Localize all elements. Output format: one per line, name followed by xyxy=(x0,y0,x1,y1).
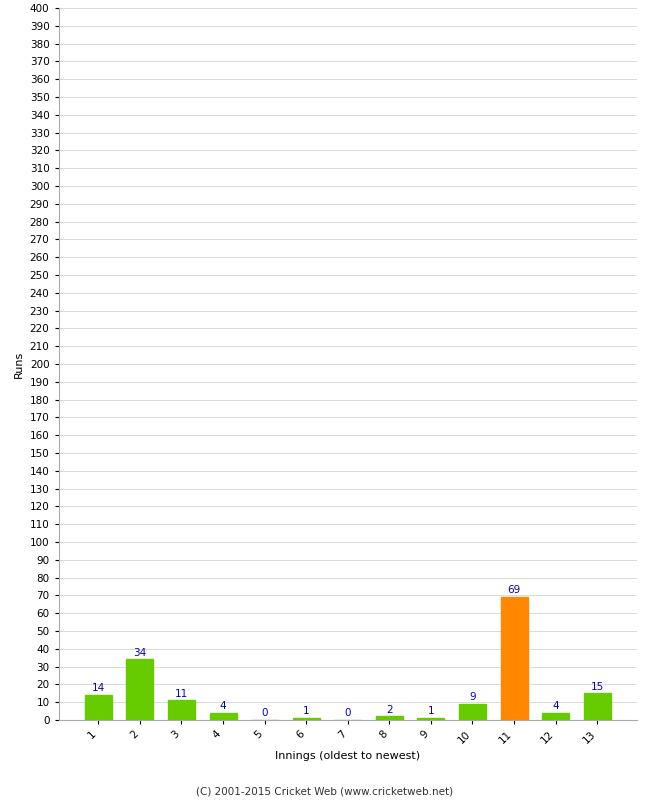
Bar xyxy=(292,718,320,720)
Bar xyxy=(209,713,237,720)
Text: 0: 0 xyxy=(344,708,351,718)
Text: 1: 1 xyxy=(428,706,434,717)
Bar xyxy=(584,694,611,720)
Text: 4: 4 xyxy=(552,701,559,711)
Text: 2: 2 xyxy=(386,705,393,714)
Text: 4: 4 xyxy=(220,701,226,711)
X-axis label: Innings (oldest to newest): Innings (oldest to newest) xyxy=(275,751,421,761)
Text: 14: 14 xyxy=(92,683,105,694)
Text: 69: 69 xyxy=(508,586,521,595)
Text: 0: 0 xyxy=(261,708,268,718)
Text: 11: 11 xyxy=(175,689,188,698)
Bar xyxy=(84,695,112,720)
Text: 1: 1 xyxy=(303,706,309,717)
Bar xyxy=(459,704,486,720)
Bar xyxy=(417,718,445,720)
Bar xyxy=(126,659,153,720)
Text: 34: 34 xyxy=(133,648,146,658)
Y-axis label: Runs: Runs xyxy=(14,350,24,378)
Bar xyxy=(168,701,195,720)
Bar xyxy=(500,597,528,720)
Text: 9: 9 xyxy=(469,692,476,702)
Text: 15: 15 xyxy=(591,682,604,691)
Bar xyxy=(542,713,569,720)
Text: (C) 2001-2015 Cricket Web (www.cricketweb.net): (C) 2001-2015 Cricket Web (www.cricketwe… xyxy=(196,786,454,796)
Bar xyxy=(376,717,403,720)
